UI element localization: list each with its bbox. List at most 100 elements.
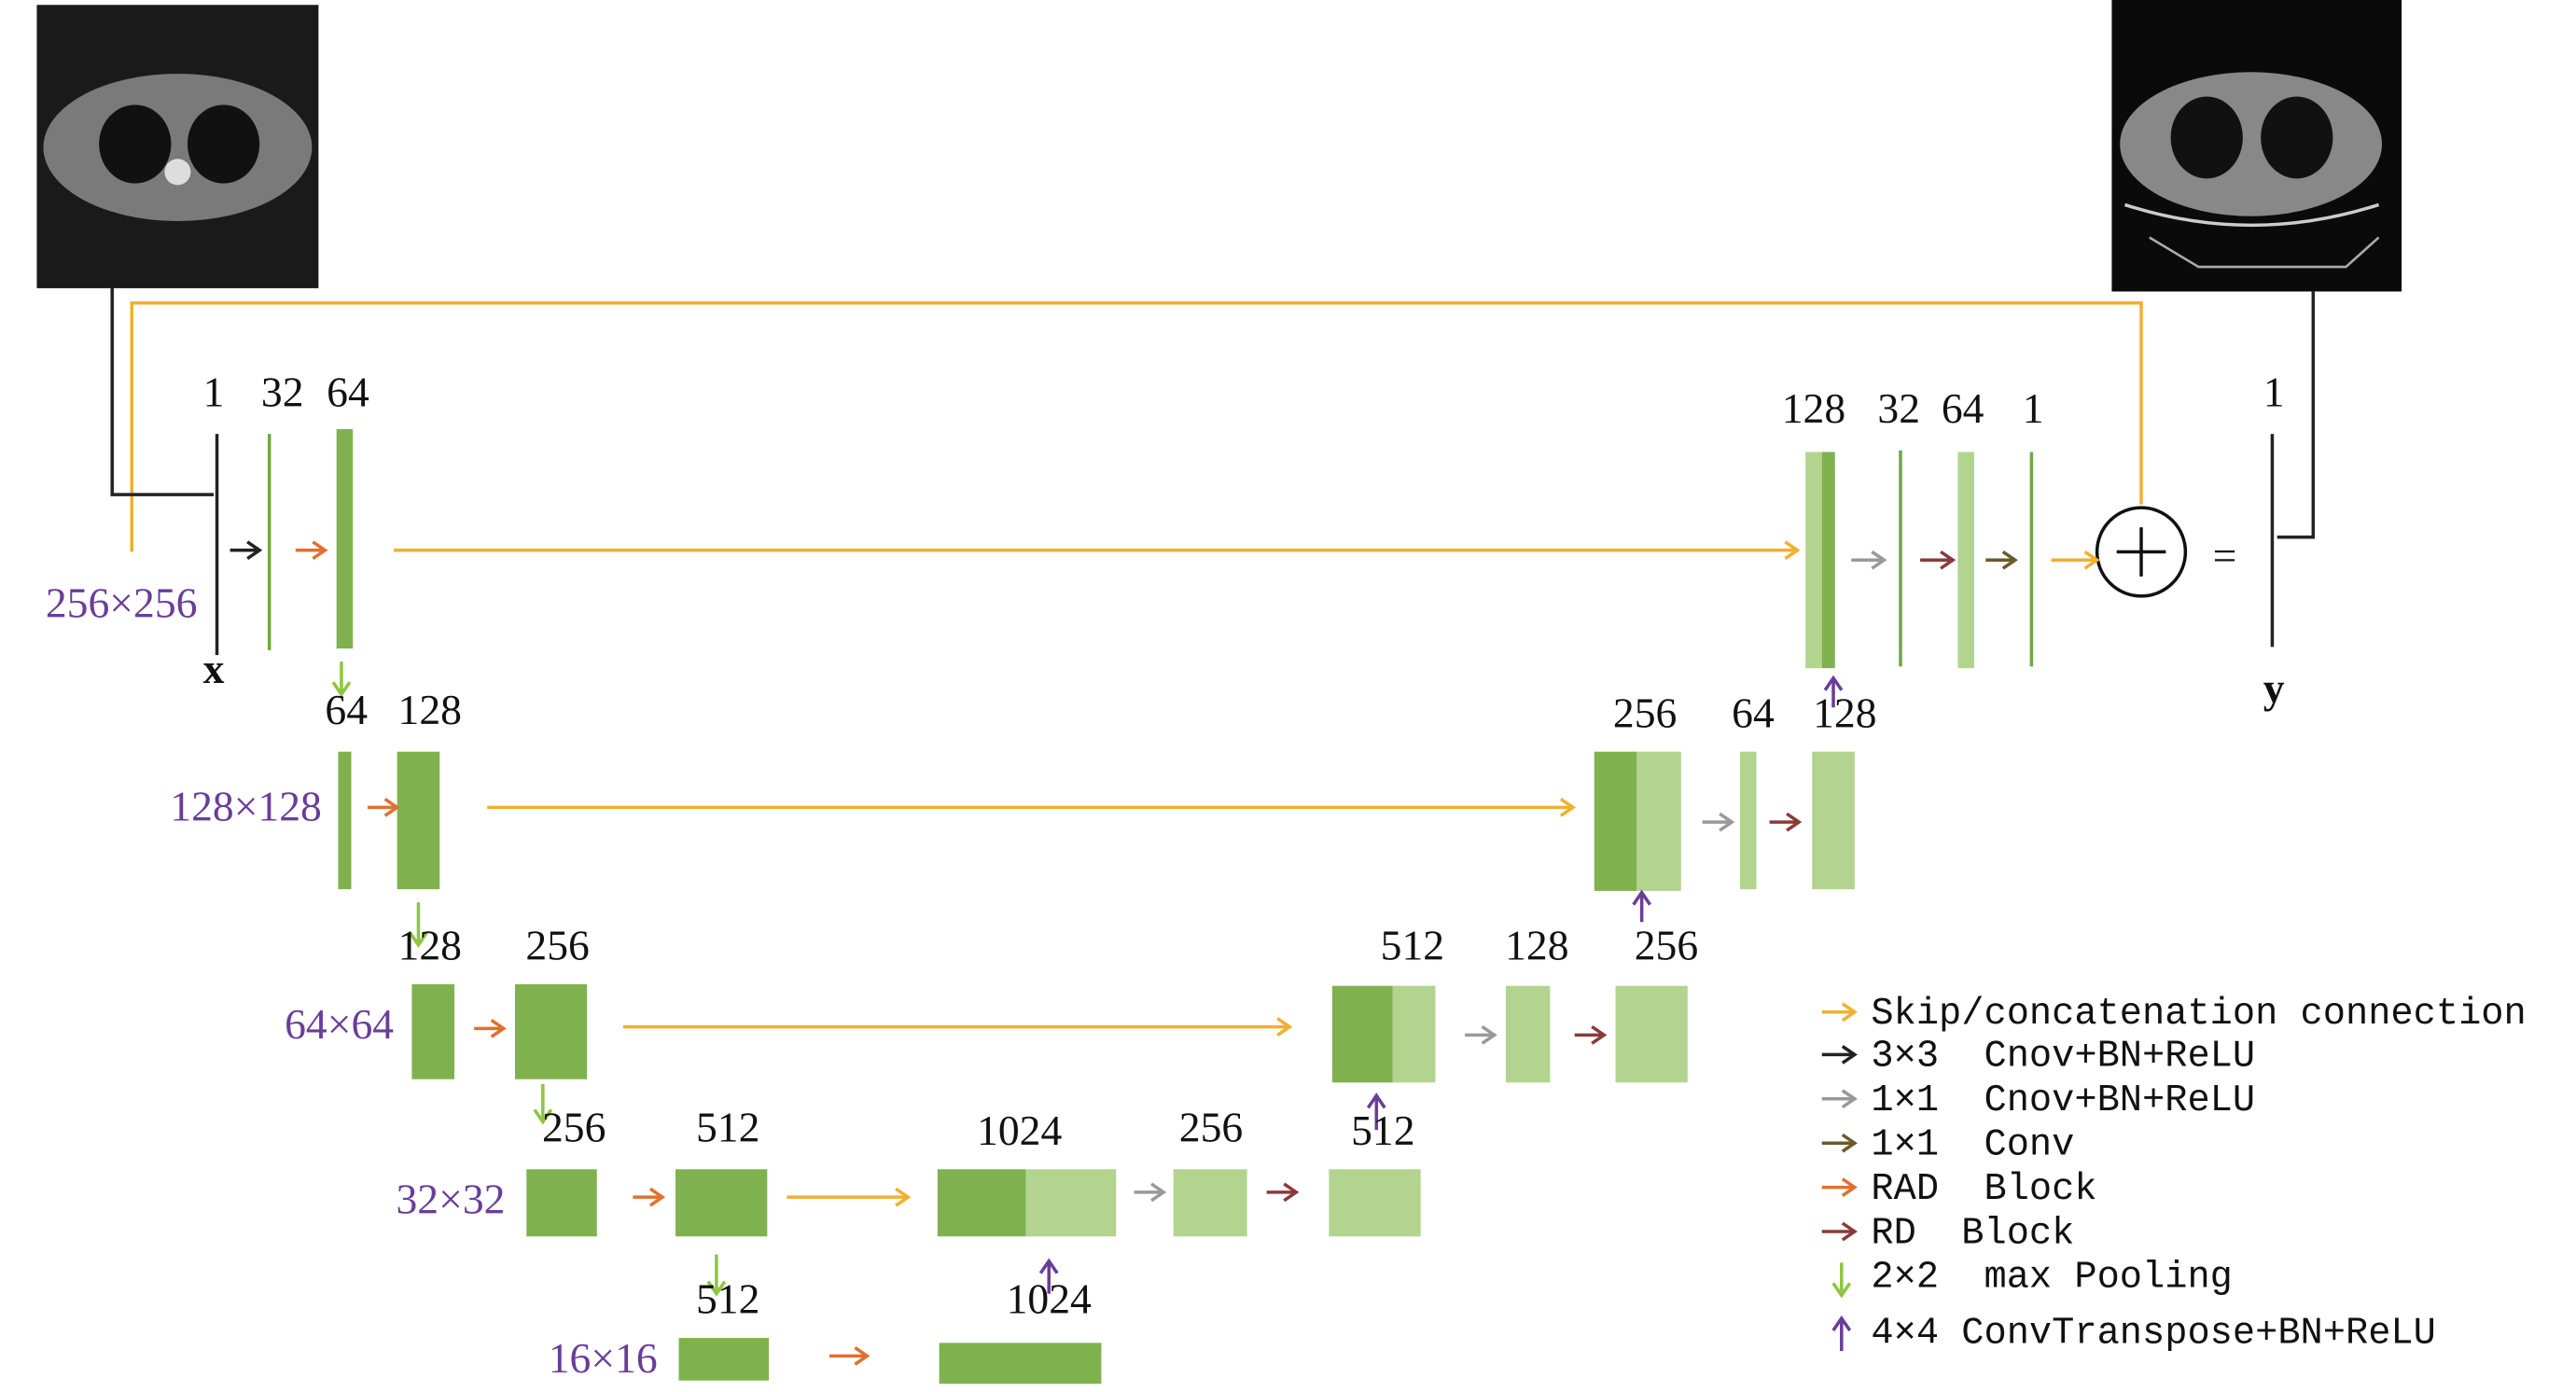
arrow — [1632, 889, 1652, 923]
arrow — [1821, 1177, 1858, 1197]
arrow — [1821, 1089, 1858, 1109]
arrow — [1831, 1262, 1852, 1299]
feature-block — [1636, 751, 1681, 891]
feature-block — [397, 751, 440, 890]
feature-block — [1805, 452, 1822, 669]
legend-label: RD Block — [1871, 1212, 2074, 1255]
plus-node — [2095, 506, 2188, 598]
arrow — [1702, 812, 1735, 832]
arrow — [331, 661, 352, 698]
feature-block — [1957, 452, 1974, 669]
feature-block — [675, 1169, 768, 1237]
feature-block — [1331, 985, 1393, 1083]
arrow — [533, 1084, 553, 1125]
channel-label: 512 — [1351, 1107, 1414, 1154]
feature-block — [1615, 985, 1688, 1083]
channel-label: 256 — [1613, 689, 1677, 736]
channel-label: 256 — [542, 1103, 606, 1150]
legend-label: 1×1 Conv — [1871, 1123, 2074, 1166]
legend-label: 1×1 Cnov+BN+ReLU — [1871, 1079, 2255, 1122]
feature-block — [1173, 1169, 1247, 1237]
input-image — [36, 5, 319, 288]
arrow — [1831, 1315, 1852, 1352]
channel-label: 128 — [398, 686, 462, 733]
arrow — [1821, 1002, 1858, 1023]
channel-label: 128 — [398, 922, 462, 969]
input-link — [110, 287, 215, 496]
arrow — [1985, 550, 2018, 570]
arrow — [1821, 1133, 1858, 1153]
channel-label: 256 — [525, 922, 589, 969]
arrow — [829, 1346, 870, 1366]
arrow — [1769, 812, 1803, 832]
channel-label: 256 — [1179, 1103, 1243, 1150]
channel-label: 128 — [1813, 689, 1876, 736]
channel-label: 512 — [696, 1275, 759, 1323]
feature-block — [1812, 751, 1855, 890]
feature-block — [1329, 1169, 1421, 1237]
resolution-label: 64×64 — [285, 1000, 394, 1048]
long-skip — [130, 300, 2143, 552]
channel-label: 32 — [261, 368, 304, 415]
channel-label: 64 — [1942, 384, 1984, 432]
feature-block — [1821, 452, 1835, 669]
arrow — [394, 540, 1801, 561]
channel-label: 128 — [1505, 922, 1568, 969]
feature-block — [336, 428, 354, 649]
arrow — [474, 1018, 507, 1038]
arrow — [1920, 550, 1956, 570]
arrow — [1266, 1182, 1300, 1203]
channel-label: 32 — [1877, 384, 1920, 432]
x-label: x — [203, 645, 225, 692]
feature-block — [937, 1169, 1026, 1237]
feature-block — [1392, 985, 1436, 1083]
feature-block — [678, 1338, 770, 1381]
resolution-label: 256×256 — [46, 579, 198, 627]
feature-block — [515, 983, 588, 1079]
channel-label: 128 — [1782, 384, 1845, 432]
legend-label: RAD Block — [1871, 1168, 2096, 1211]
resolution-label: 32×32 — [396, 1176, 505, 1223]
arrow — [1038, 1258, 1059, 1294]
y-label: y — [2263, 664, 2285, 712]
legend-label: Skip/concatenation connection — [1871, 993, 2526, 1036]
output-image — [2111, 0, 2402, 292]
channel-label: 1024 — [1007, 1275, 1092, 1323]
channel-label: 64 — [327, 368, 369, 415]
feature-block — [939, 1343, 1102, 1385]
arrow — [633, 1187, 666, 1207]
feature-block — [411, 983, 455, 1079]
arrow — [1574, 1024, 1608, 1045]
arrow — [1851, 550, 1887, 570]
arrow — [1465, 1024, 1497, 1045]
arrow — [787, 1187, 912, 1207]
channel-label: 1 — [2023, 384, 2044, 432]
legend-label: 4×4 ConvTranspose+BN+ReLU — [1871, 1312, 2436, 1355]
arrow — [1823, 675, 1844, 708]
channel-label: 256 — [1635, 922, 1698, 969]
arrow — [487, 797, 1577, 817]
feature-block — [338, 751, 352, 890]
arrow — [622, 1017, 1293, 1037]
channel-label: 512 — [1381, 922, 1444, 969]
output-link — [2277, 291, 2316, 539]
feature-block — [526, 1169, 597, 1237]
arrow — [1821, 1045, 1858, 1065]
channel-label: 1024 — [977, 1107, 1062, 1154]
channel-label: 64 — [325, 686, 368, 733]
equals: = — [2213, 532, 2237, 579]
arrow — [2051, 550, 2100, 570]
resolution-label: 128×128 — [170, 782, 322, 829]
legend-label: 2×2 max Pooling — [1871, 1257, 2233, 1300]
arrow — [1366, 1093, 1386, 1131]
resolution-label: 16×16 — [549, 1334, 658, 1382]
feature-block — [1025, 1169, 1117, 1237]
arrow — [1134, 1182, 1167, 1203]
arrow — [1821, 1221, 1858, 1242]
channel-label: 512 — [696, 1103, 759, 1150]
channel-label: 64 — [1732, 689, 1775, 736]
feature-block — [1739, 751, 1757, 890]
channel-label: 1 — [203, 368, 225, 415]
feature-block — [1505, 985, 1551, 1083]
